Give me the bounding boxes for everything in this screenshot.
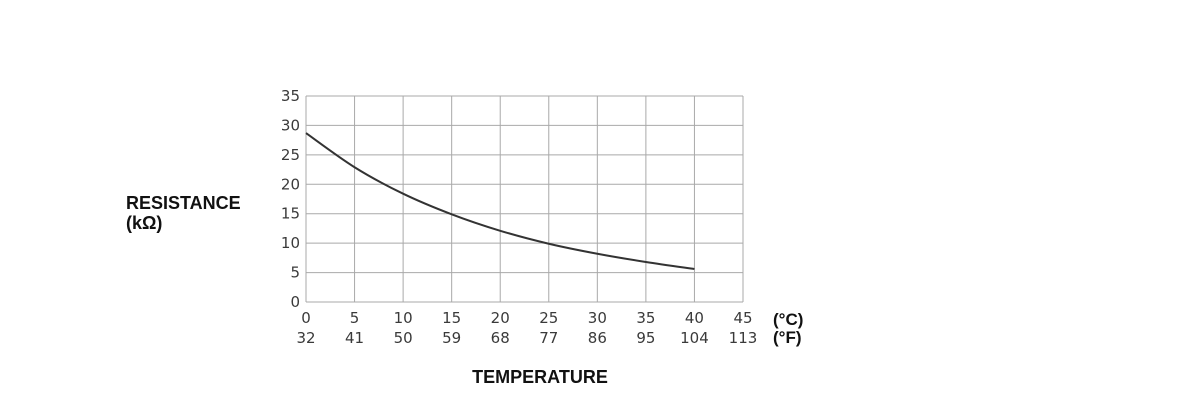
x-tick-label-fahrenheit: 86 [588, 329, 607, 347]
x-tick-label-celsius: 0 [301, 309, 311, 327]
x-tick-label-fahrenheit: 113 [729, 329, 758, 347]
x-tick-label-celsius: 35 [636, 309, 655, 327]
x-tick-label-celsius: 15 [442, 309, 461, 327]
x-tick-label-fahrenheit: 50 [394, 329, 413, 347]
x-tick-label-celsius: 40 [685, 309, 704, 327]
x-tick-label-fahrenheit: 95 [636, 329, 655, 347]
series [305, 132, 695, 271]
x-tick-label-celsius: 30 [588, 309, 607, 327]
grid [305, 95, 744, 303]
x-tick-label-celsius: 25 [539, 309, 558, 327]
x-tick-label-celsius: 20 [491, 309, 510, 327]
y-tick-label: 0 [290, 293, 300, 311]
x-tick-label-celsius: 5 [350, 309, 360, 327]
x-tick-labels-fahrenheit: 32 41 50 59 68 77 86 95 104 113 [296, 329, 757, 347]
x-tick-labels-celsius: 0 5 10 15 20 25 30 35 40 45 [301, 309, 752, 327]
x-tick-label-fahrenheit: 59 [442, 329, 461, 347]
y-tick-label: 15 [281, 205, 300, 223]
y-tick-labels: 0 5 10 15 20 25 30 35 [281, 87, 300, 311]
y-axis-unit: (kΩ) [126, 213, 162, 233]
x-tick-label-fahrenheit: 104 [680, 329, 709, 347]
x-tick-label-celsius: 45 [733, 309, 752, 327]
x-tick-label-fahrenheit: 68 [491, 329, 510, 347]
x-tick-label-fahrenheit: 77 [539, 329, 558, 347]
y-tick-label: 10 [281, 234, 300, 252]
x-unit-celsius: (°C) [773, 310, 803, 329]
resistance-curve [305, 132, 695, 271]
y-tick-label: 20 [281, 175, 300, 193]
y-tick-label: 25 [281, 146, 300, 164]
x-unit-fahrenheit: (°F) [773, 328, 802, 347]
x-tick-label-celsius: 10 [394, 309, 413, 327]
y-axis-title: RESISTANCE [126, 193, 241, 213]
x-tick-label-fahrenheit: 32 [296, 329, 315, 347]
x-axis-title: TEMPERATURE [472, 367, 608, 387]
y-tick-label: 30 [281, 116, 300, 134]
y-tick-label: 35 [281, 87, 300, 105]
y-tick-label: 5 [290, 264, 300, 282]
x-tick-label-fahrenheit: 41 [345, 329, 364, 347]
